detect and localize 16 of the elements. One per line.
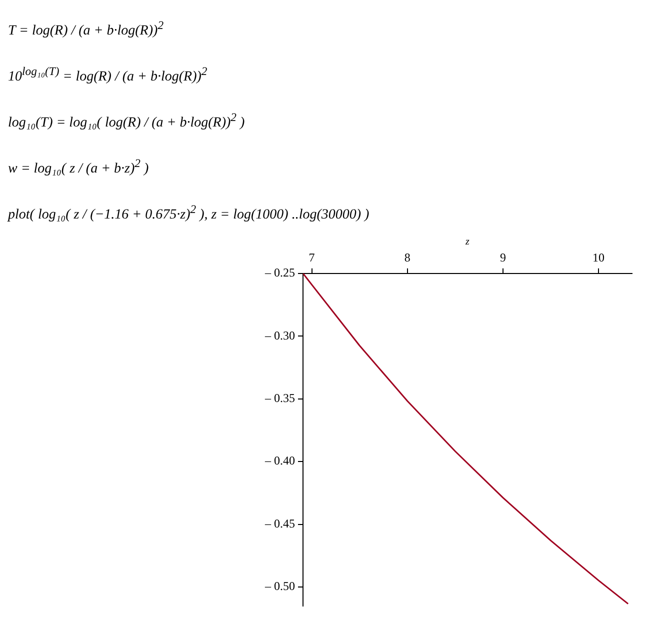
text: log₁₀(T) = log₁₀( log(R) / (a + b·log(R))$^{2}$ ): [8, 110, 246, 133]
y-tick-label: – 0.25: [264, 266, 295, 280]
text: plot( log₁₀( z / (−1.16 + 0.675·z)$^{2}$ ), z = log(1000) ..log(30000) ): [8, 202, 370, 225]
y-tick-label: – 0.40: [264, 454, 295, 468]
text: 10$^{log₁₀(T)}$ = log(R) / (a + b·log(R))$^{2}$: [8, 64, 208, 87]
y-tick-label: – 0.30: [264, 328, 295, 342]
x-tick-label: 9: [500, 250, 506, 264]
y-tick-label: – 0.45: [264, 516, 295, 530]
x-tick-label: 10: [592, 250, 605, 264]
x-tick-label: 7: [308, 250, 315, 264]
x-axis-title: z: [464, 236, 470, 248]
text: w = log₁₀( z / (a + b·z)$^{2}$ ): [8, 156, 150, 179]
text: T = log(R) / (a + b·log(R))$^{2}$: [8, 18, 165, 41]
y-tick-label: – 0.50: [264, 579, 295, 594]
y-tick-label: – 0.35: [264, 390, 295, 405]
x-tick-label: 8: [404, 250, 410, 264]
